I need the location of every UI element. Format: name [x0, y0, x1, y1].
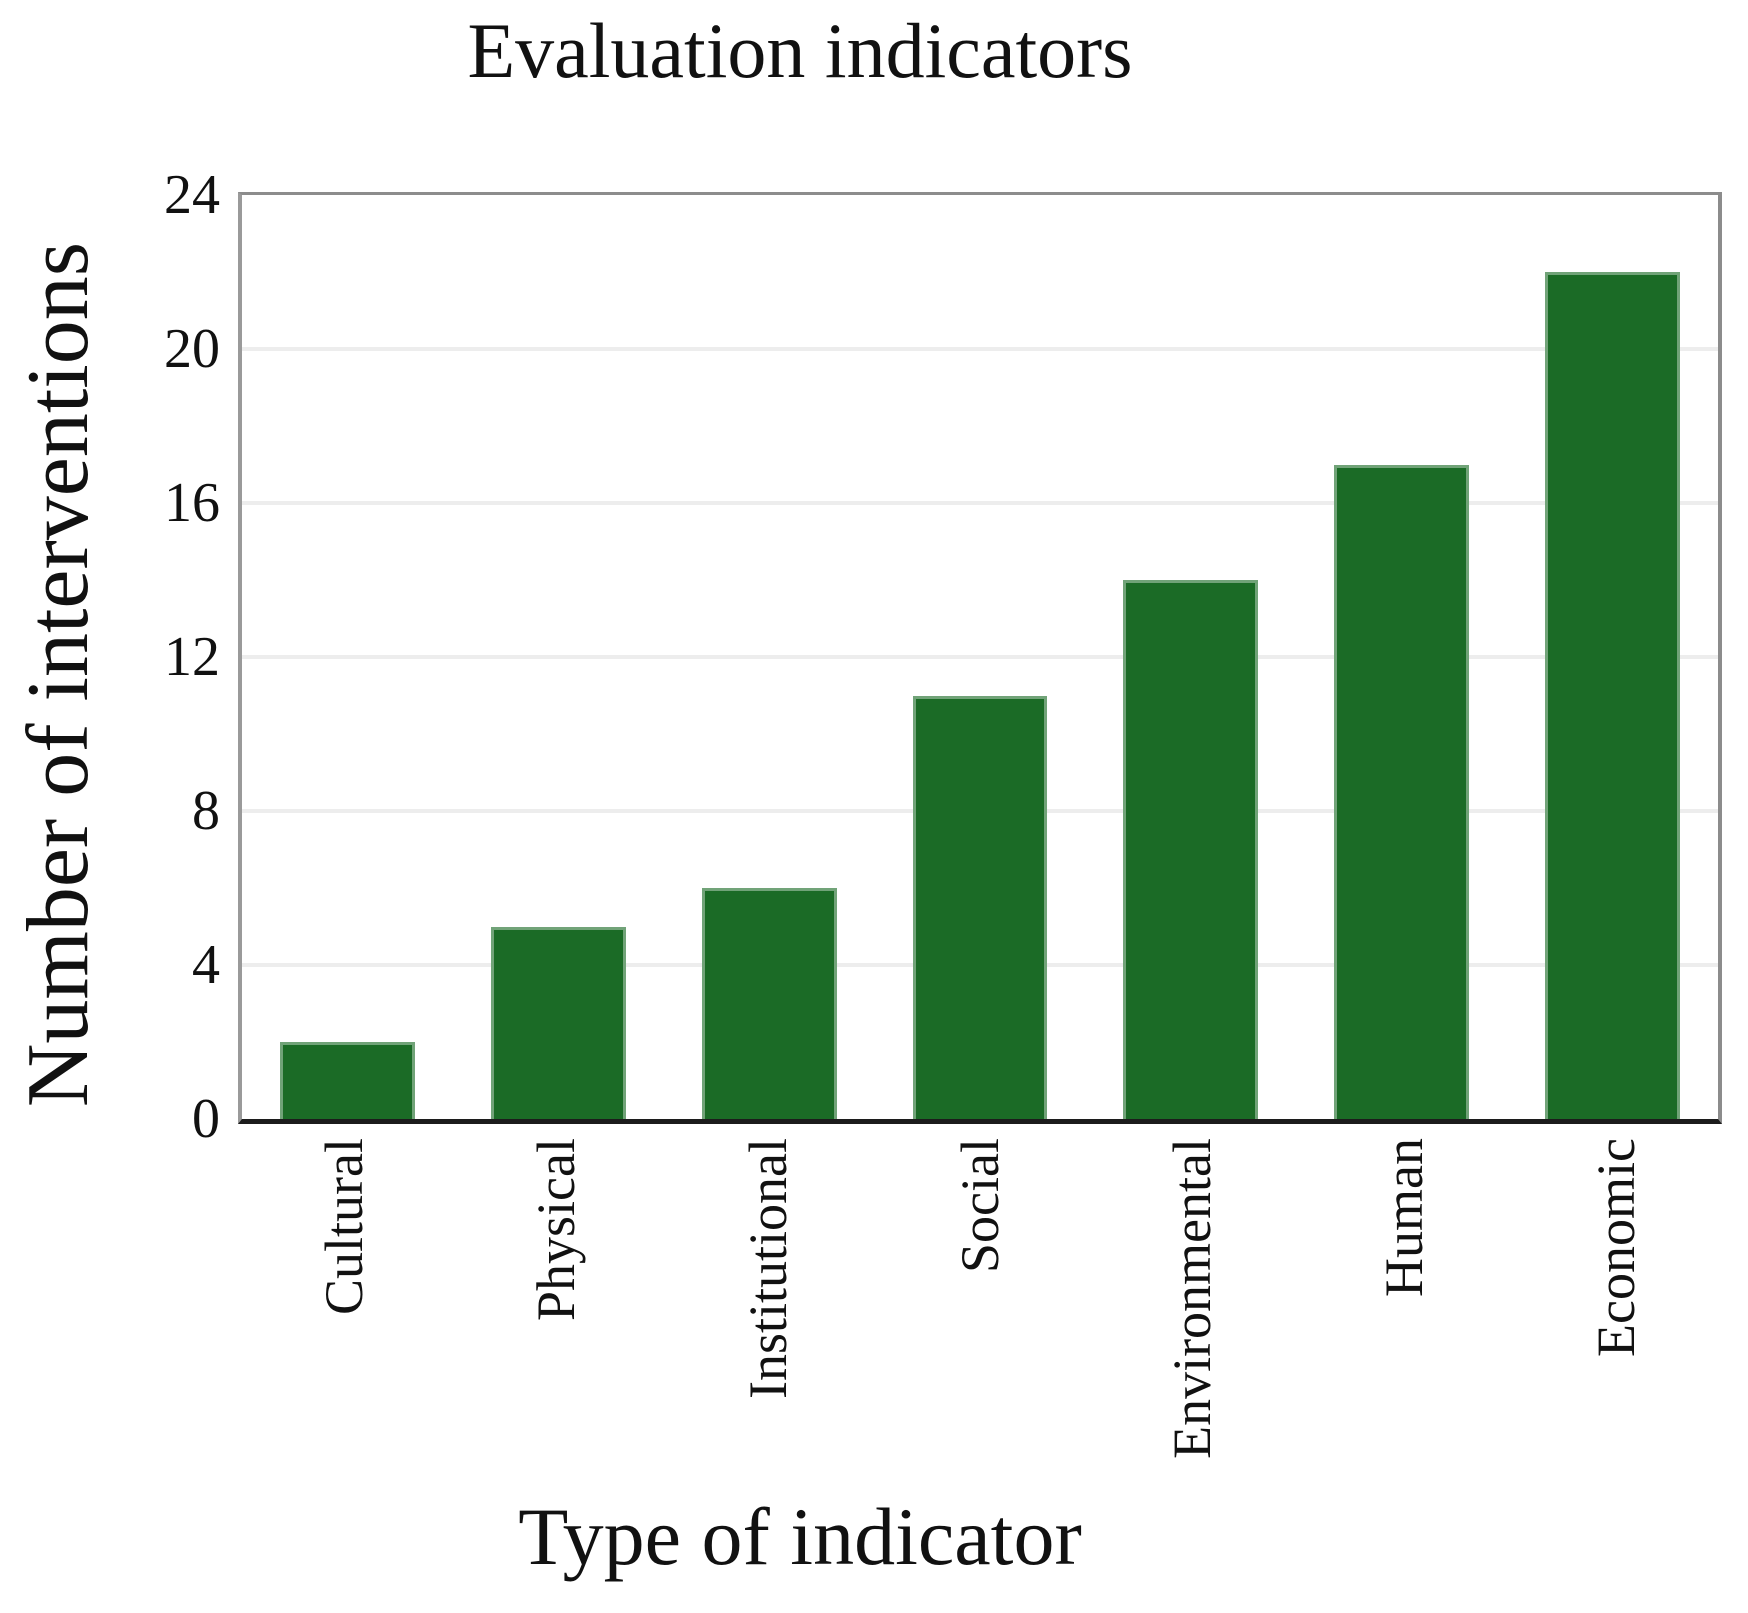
bar-environmental: [1123, 580, 1259, 1119]
gridline-16: [242, 501, 1718, 505]
y-axis-title-text: Number of interventions: [10, 242, 107, 1108]
bar-column-physical: [453, 195, 664, 1119]
bar-column-cultural: [242, 195, 453, 1119]
x-tick-cell-environmental: Environmental: [1086, 1138, 1298, 1538]
x-tick-label-environmental: Environmental: [1162, 1138, 1222, 1459]
plot-area: 0 4 8 12 16 20 24: [164, 167, 1722, 1147]
gridline-20: [242, 347, 1718, 351]
y-tick-label-16: 16: [164, 472, 220, 534]
bars-container: [242, 195, 1718, 1119]
bar-column-social: [875, 195, 1086, 1119]
bar-column-economic: [1507, 195, 1718, 1119]
gridline-12: [242, 655, 1718, 659]
y-tick-label-20: 20: [164, 318, 220, 380]
x-tick-cell-economic: Economic: [1510, 1138, 1722, 1538]
bar-cultural: [279, 1042, 415, 1119]
y-tick-label-0: 0: [192, 1088, 220, 1150]
x-axis-title: Type of indicator: [518, 1491, 1082, 1582]
y-tick-label-12: 12: [164, 626, 220, 688]
y-tick-label-24: 24: [164, 164, 220, 226]
bar-column-human: [1296, 195, 1507, 1119]
x-tick-label-physical: Physical: [526, 1138, 586, 1321]
y-tick-label-8: 8: [192, 780, 220, 842]
x-tick-label-cultural: Cultural: [314, 1138, 374, 1315]
bar-physical: [490, 926, 626, 1119]
bar-column-institutional: [664, 195, 875, 1119]
x-tick-cell-cultural: Cultural: [238, 1138, 450, 1538]
bar-social: [912, 695, 1048, 1119]
x-tick-label-human: Human: [1374, 1138, 1434, 1297]
x-tick-cell-physical: Physical: [450, 1138, 662, 1538]
bar-institutional: [701, 888, 837, 1119]
bar-column-environmental: [1085, 195, 1296, 1119]
x-tick-label-social: Social: [950, 1138, 1010, 1273]
x-tick-label-economic: Economic: [1586, 1138, 1646, 1357]
bar-economic: [1545, 272, 1681, 1119]
x-tick-label-institutional: Institutional: [738, 1138, 798, 1399]
x-tick-cell-human: Human: [1298, 1138, 1510, 1538]
bar-human: [1334, 464, 1470, 1119]
x-tick-cell-social: Social: [874, 1138, 1086, 1538]
y-axis-title: Number of interventions: [4, 180, 114, 1170]
x-tick-labels: Cultural Physical Institutional Social Envir…: [238, 1138, 1722, 1538]
y-tick-label-4: 4: [192, 934, 220, 996]
chart-title: Evaluation indicators: [467, 7, 1133, 94]
x-tick-cell-institutional: Institutional: [662, 1138, 874, 1538]
